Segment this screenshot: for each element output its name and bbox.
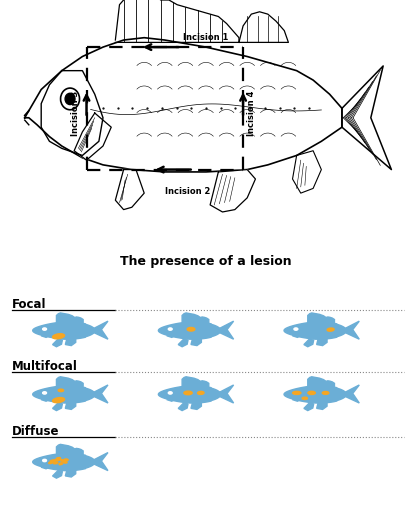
Circle shape — [43, 392, 47, 394]
Text: Incision 2: Incision 2 — [165, 187, 210, 197]
Polygon shape — [93, 453, 108, 471]
Ellipse shape — [56, 458, 61, 459]
Polygon shape — [74, 449, 83, 454]
Polygon shape — [74, 113, 111, 160]
Polygon shape — [56, 313, 74, 323]
Ellipse shape — [187, 328, 195, 331]
Polygon shape — [53, 403, 62, 411]
Polygon shape — [239, 12, 288, 42]
Polygon shape — [344, 321, 359, 339]
Polygon shape — [210, 169, 255, 212]
Polygon shape — [66, 470, 76, 477]
Polygon shape — [325, 381, 335, 387]
Ellipse shape — [52, 334, 65, 339]
Polygon shape — [325, 317, 335, 323]
Polygon shape — [74, 381, 83, 387]
Polygon shape — [42, 393, 52, 401]
Polygon shape — [33, 453, 95, 471]
Polygon shape — [218, 385, 234, 403]
Polygon shape — [284, 322, 346, 339]
Ellipse shape — [53, 462, 58, 464]
Polygon shape — [344, 385, 359, 403]
Ellipse shape — [293, 391, 301, 394]
Polygon shape — [66, 402, 76, 410]
Polygon shape — [317, 339, 327, 346]
Ellipse shape — [60, 460, 65, 461]
Circle shape — [169, 328, 172, 330]
Ellipse shape — [302, 397, 307, 399]
Circle shape — [61, 88, 80, 110]
Polygon shape — [53, 339, 62, 347]
Polygon shape — [308, 313, 325, 323]
Polygon shape — [56, 377, 74, 386]
Ellipse shape — [322, 392, 329, 394]
Ellipse shape — [327, 328, 334, 331]
Text: Incision 4: Incision 4 — [247, 90, 256, 136]
Ellipse shape — [50, 460, 55, 462]
Polygon shape — [93, 385, 108, 403]
Polygon shape — [200, 381, 209, 387]
Polygon shape — [74, 317, 83, 323]
Text: The presence of a lesion: The presence of a lesion — [120, 254, 292, 268]
Polygon shape — [115, 169, 144, 209]
Text: Diffuse: Diffuse — [12, 425, 60, 438]
Polygon shape — [293, 151, 321, 193]
Polygon shape — [293, 330, 303, 337]
Polygon shape — [178, 403, 188, 411]
Text: Multifocal: Multifocal — [12, 360, 78, 373]
Ellipse shape — [49, 462, 52, 464]
Polygon shape — [182, 313, 200, 323]
Polygon shape — [93, 321, 108, 339]
Polygon shape — [25, 38, 342, 172]
Polygon shape — [317, 402, 327, 410]
Polygon shape — [42, 461, 52, 469]
Ellipse shape — [58, 389, 63, 392]
Polygon shape — [167, 330, 178, 337]
Polygon shape — [33, 322, 95, 339]
Polygon shape — [178, 339, 188, 347]
Polygon shape — [191, 402, 201, 410]
Ellipse shape — [64, 459, 68, 461]
Ellipse shape — [52, 397, 65, 402]
Polygon shape — [167, 393, 178, 401]
Circle shape — [43, 459, 47, 462]
Polygon shape — [304, 339, 314, 347]
Polygon shape — [182, 377, 200, 386]
Polygon shape — [218, 321, 234, 339]
Polygon shape — [42, 330, 52, 337]
Circle shape — [294, 392, 298, 394]
Polygon shape — [284, 386, 346, 403]
Ellipse shape — [308, 391, 315, 395]
Ellipse shape — [197, 391, 204, 394]
Polygon shape — [33, 386, 95, 403]
Polygon shape — [304, 403, 314, 411]
Polygon shape — [191, 339, 201, 346]
Polygon shape — [56, 444, 74, 454]
Polygon shape — [66, 339, 76, 346]
Polygon shape — [342, 66, 391, 169]
Circle shape — [169, 392, 172, 394]
Text: Incision 3: Incision 3 — [71, 91, 80, 136]
Ellipse shape — [55, 459, 60, 461]
Ellipse shape — [184, 391, 192, 395]
Polygon shape — [158, 386, 221, 403]
Polygon shape — [308, 377, 325, 386]
Text: Incision 1: Incision 1 — [183, 33, 229, 42]
Circle shape — [43, 328, 47, 330]
Ellipse shape — [63, 461, 67, 463]
Polygon shape — [53, 471, 62, 478]
Polygon shape — [200, 317, 209, 323]
Text: Focal: Focal — [12, 298, 47, 311]
Polygon shape — [158, 322, 221, 339]
Circle shape — [65, 93, 75, 104]
Polygon shape — [115, 0, 239, 42]
Circle shape — [294, 328, 298, 330]
Ellipse shape — [59, 463, 63, 465]
Polygon shape — [293, 393, 303, 401]
